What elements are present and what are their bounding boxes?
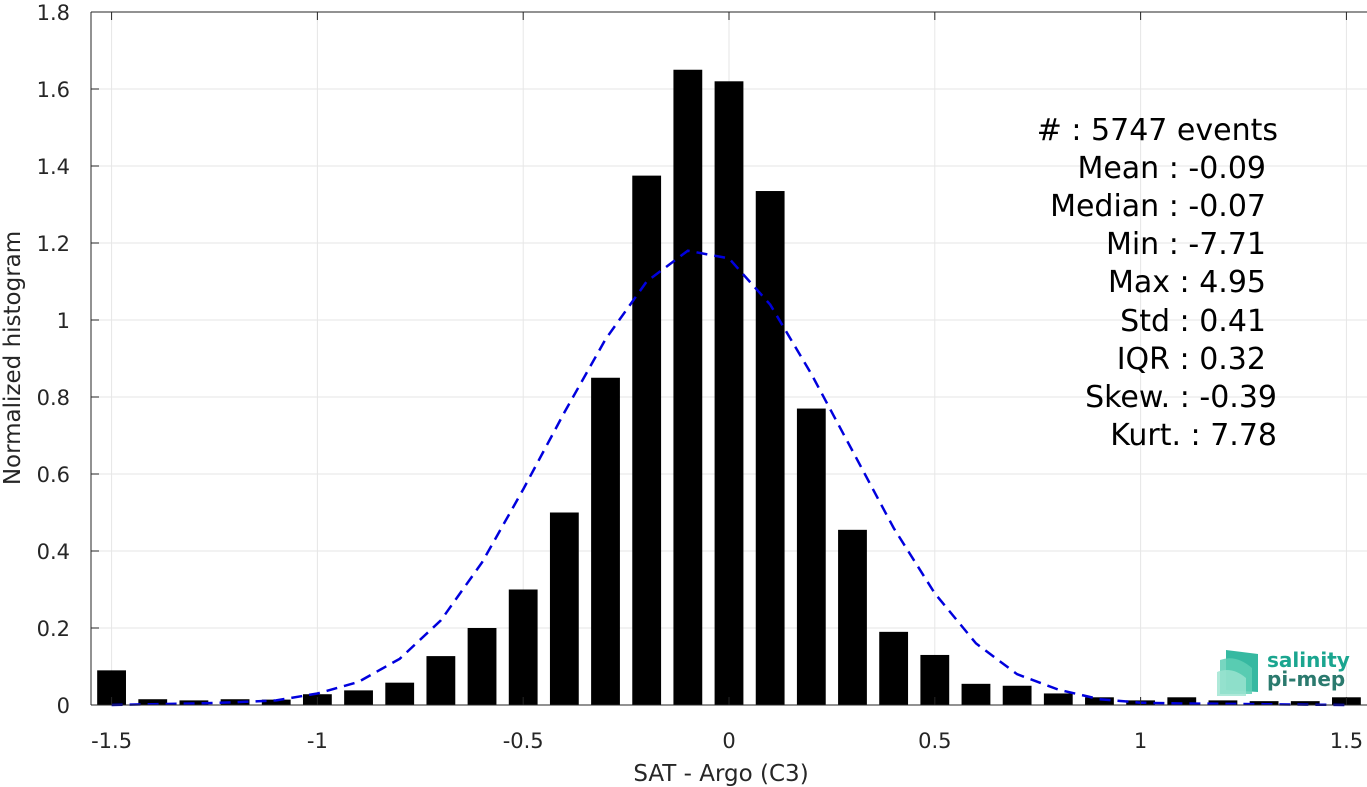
y-tick-label: 1.6 bbox=[37, 78, 70, 102]
stat-kurt: Kurt. : 7.78 bbox=[1110, 418, 1277, 453]
histogram-bar bbox=[344, 690, 373, 705]
histogram-bar bbox=[1208, 700, 1238, 705]
histogram-bar bbox=[549, 512, 579, 705]
y-tick-label: 0 bbox=[57, 694, 70, 718]
histogram-bar bbox=[673, 69, 703, 705]
y-tick-label: 0.2 bbox=[37, 617, 70, 641]
histogram-bar bbox=[838, 529, 867, 705]
y-tick-label: 0.8 bbox=[37, 386, 70, 410]
stat-mean: Mean : -0.09 bbox=[1077, 151, 1266, 186]
x-tick-label: -1 bbox=[307, 729, 328, 753]
histogram-bar bbox=[508, 589, 538, 705]
logo-text-salinity: salinity bbox=[1267, 648, 1350, 672]
x-tick-labels: -1.5 -1 -0.5 0 0.5 1 1.5 bbox=[91, 729, 1363, 753]
x-tick-label: -1.5 bbox=[91, 729, 132, 753]
stats-box: # : 5747 events Mean : -0.09 Median : -0… bbox=[1037, 113, 1278, 453]
x-tick-label: -0.5 bbox=[503, 729, 544, 753]
histogram-bar bbox=[220, 699, 250, 705]
histogram-bar bbox=[1290, 701, 1320, 705]
y-axis-label: Normalized histogram bbox=[0, 231, 26, 485]
histogram-bar bbox=[879, 631, 909, 705]
histogram-bar bbox=[1167, 697, 1197, 705]
stat-max: Max : 4.95 bbox=[1108, 265, 1266, 300]
bars bbox=[97, 69, 1361, 706]
histogram-bar bbox=[426, 656, 456, 705]
logo-text-pimep: pi-mep bbox=[1267, 667, 1345, 691]
axes bbox=[90, 11, 1367, 706]
x-tick-label: 1.5 bbox=[1330, 729, 1363, 753]
x-tick-label: 0 bbox=[722, 729, 735, 753]
histogram-bar bbox=[755, 191, 785, 705]
histogram-bar bbox=[714, 81, 744, 706]
histogram-bar bbox=[1085, 697, 1114, 705]
stat-median: Median : -0.07 bbox=[1050, 189, 1266, 224]
histogram-bar bbox=[385, 682, 415, 705]
histogram-bar bbox=[1002, 685, 1032, 705]
y-tick-label: 0.6 bbox=[37, 463, 70, 487]
wave-logo-icon bbox=[1217, 650, 1258, 696]
y-tick-label: 1.2 bbox=[37, 232, 70, 256]
x-tick-label: 0.5 bbox=[918, 729, 951, 753]
y-tick-label: 0.4 bbox=[37, 540, 70, 564]
histogram-bar bbox=[138, 699, 168, 705]
histogram-bar bbox=[467, 628, 497, 705]
histogram-bar bbox=[591, 377, 620, 705]
stat-iqr: IQR : 0.32 bbox=[1117, 342, 1266, 377]
histogram-bar bbox=[632, 175, 662, 705]
y-tick-label: 1 bbox=[57, 309, 70, 333]
stat-min: Min : -7.71 bbox=[1106, 227, 1266, 262]
y-tick-labels: 0 0.2 0.4 0.6 0.8 1 1.2 1.4 1.6 1.8 bbox=[37, 1, 70, 718]
histogram-bar bbox=[796, 408, 826, 705]
histogram-bar bbox=[920, 654, 950, 705]
histogram-bar bbox=[261, 699, 291, 705]
x-axis-label: SAT - Argo (C3) bbox=[633, 761, 808, 787]
y-tick-label: 1.8 bbox=[37, 1, 70, 25]
x-tick-label: 1 bbox=[1134, 729, 1147, 753]
salinity-pimep-logo: salinity pi-mep bbox=[1217, 648, 1350, 696]
stat-std: Std : 0.41 bbox=[1120, 304, 1266, 339]
histogram-bar bbox=[1043, 693, 1073, 705]
y-tick-label: 1.4 bbox=[37, 155, 70, 179]
stat-skew: Skew. : -0.39 bbox=[1085, 380, 1277, 415]
stat-count: # : 5747 events bbox=[1037, 113, 1278, 148]
histogram-bar bbox=[961, 683, 991, 705]
